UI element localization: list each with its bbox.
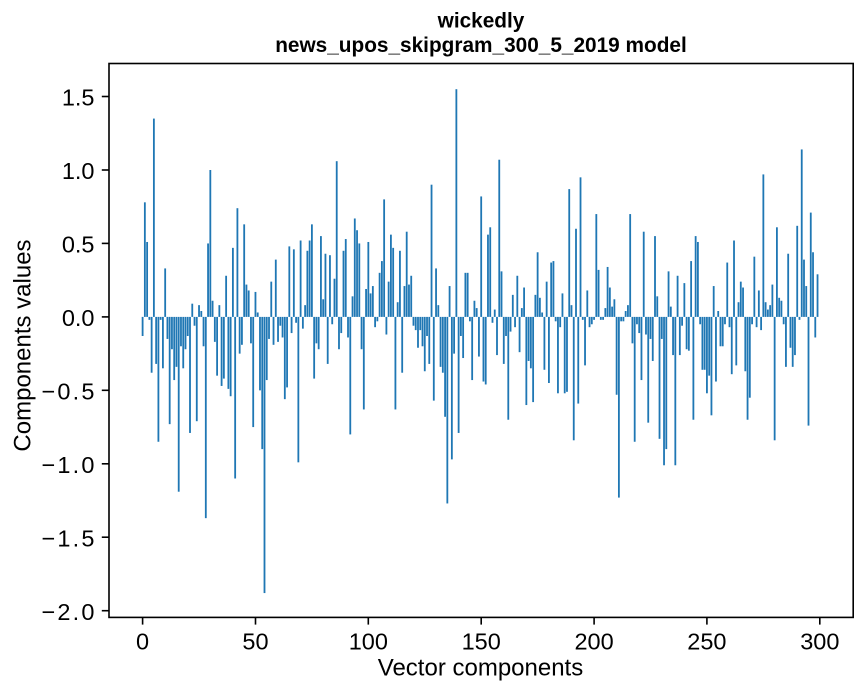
svg-text:news_upos_skipgram_300_5_2019: news_upos_skipgram_300_5_2019 model: [275, 34, 687, 57]
svg-text:Components values: Components values: [10, 239, 37, 451]
svg-text:50: 50: [242, 629, 268, 655]
svg-text:−1.0: −1.0: [41, 452, 96, 478]
svg-text:−1.5: −1.5: [41, 526, 96, 552]
svg-text:200: 200: [574, 629, 613, 655]
svg-text:1.0: 1.0: [62, 158, 95, 184]
svg-text:1.5: 1.5: [62, 85, 95, 111]
svg-text:0.5: 0.5: [62, 232, 95, 258]
svg-text:0.0: 0.0: [62, 305, 95, 331]
svg-text:−2.0: −2.0: [41, 599, 96, 625]
svg-text:150: 150: [462, 629, 501, 655]
svg-text:100: 100: [349, 629, 388, 655]
svg-text:0: 0: [136, 629, 149, 655]
svg-text:300: 300: [800, 629, 839, 655]
svg-text:250: 250: [687, 629, 726, 655]
svg-text:Vector components: Vector components: [378, 655, 583, 682]
svg-text:wickedly: wickedly: [437, 10, 525, 33]
svg-text:−0.5: −0.5: [41, 379, 96, 405]
